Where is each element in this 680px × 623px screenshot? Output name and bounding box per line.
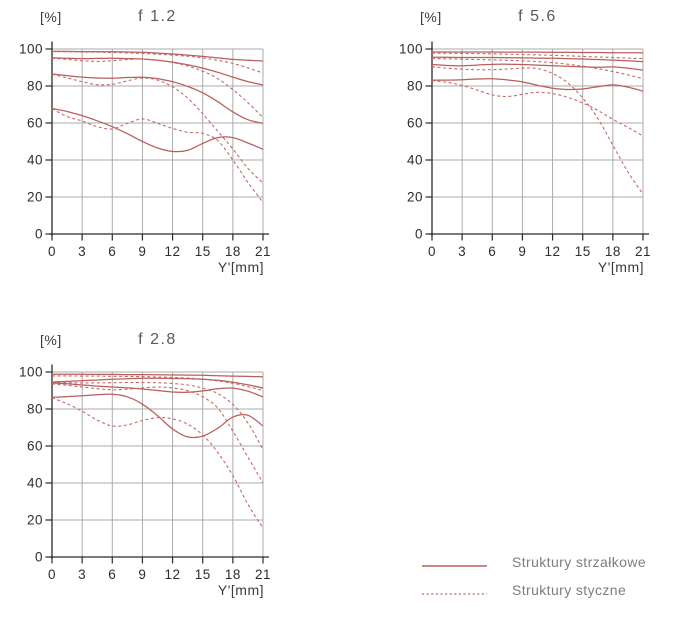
y-tick-label: 0 — [35, 550, 43, 565]
chart-f1-2: [%] f 1.2 0 20 40 60 80 100 0 3 6 9 12 15 18 21 Y'[mm… — [0, 0, 300, 300]
x-tick-label: 3 — [78, 567, 86, 582]
series-sagittal-4 — [432, 78, 644, 92]
x-tick-label: 0 — [48, 567, 56, 582]
legend-item-sagittal: Struktury strzałkowe — [398, 554, 680, 580]
y-tick-label: 40 — [27, 153, 43, 168]
series-sagittal-3 — [51, 73, 264, 125]
plot-canvas: 0 20 40 60 80 100 0 3 6 9 12 15 18 21 — [19, 41, 271, 259]
x-axis-label: Y'[mm] — [597, 259, 644, 275]
chart-f5-6: [%] f 5.6 0 20 40 60 80 100 0 3 6 9 12 15 18 21 Y'[mm… — [380, 0, 680, 300]
y-tick-label: 80 — [407, 79, 423, 94]
y-tick-label: 20 — [27, 190, 43, 205]
solid-line-sample — [422, 565, 487, 567]
series-sagittal-3 — [431, 63, 644, 71]
y-tick-label: 60 — [27, 439, 43, 454]
y-axis-unit-label: [%] — [40, 9, 62, 25]
y-tick-label: 20 — [407, 190, 423, 205]
x-tick-label: 6 — [108, 567, 116, 582]
series-tangential-1 — [51, 51, 264, 74]
series-tangential-4 — [431, 79, 644, 137]
y-tick-label: 60 — [27, 116, 43, 131]
series-tangential-2 — [51, 381, 264, 450]
x-tick-label: 9 — [138, 567, 146, 582]
y-tick-label: 60 — [407, 116, 423, 131]
plot-canvas: 0 20 40 60 80 100 0 3 6 9 12 15 18 21 — [399, 41, 651, 259]
series-tangential-4 — [51, 108, 264, 203]
x-tick-label: 12 — [165, 567, 181, 582]
legend-label-tangential: Struktury styczne — [512, 582, 627, 598]
legend: Struktury strzałkowe Struktury styczne — [398, 546, 680, 616]
chart-title: f 2.8 — [138, 331, 177, 348]
x-tick-label: 0 — [428, 244, 436, 259]
x-axis-label: Y'[mm] — [217, 582, 264, 598]
plot-canvas: 0 20 40 60 80 100 0 3 6 9 12 15 18 21 — [19, 364, 271, 582]
x-tick-label: 9 — [518, 244, 526, 259]
x-tick-label: 9 — [138, 244, 146, 259]
x-tick-label: 15 — [195, 567, 211, 582]
x-tick-label: 6 — [108, 244, 116, 259]
x-tick-label: 21 — [255, 244, 271, 259]
series-tangential-1 — [52, 375, 264, 392]
chart-title: f 5.6 — [518, 8, 557, 25]
x-tick-label: 18 — [225, 244, 241, 259]
x-tick-label: 18 — [605, 244, 621, 259]
y-axis-unit-label: [%] — [420, 9, 442, 25]
series-tangential-2 — [431, 57, 644, 80]
x-tick-label: 21 — [635, 244, 651, 259]
y-tick-label: 100 — [19, 365, 43, 380]
chart-f2-8: [%] f 2.8 0 20 40 60 80 100 0 3 6 9 12 15 18 21 Y'[mm… — [0, 323, 300, 623]
y-tick-label: 100 — [399, 42, 423, 57]
series-sagittal-2 — [51, 377, 264, 389]
x-tick-label: 21 — [255, 567, 271, 582]
x-tick-label: 6 — [488, 244, 496, 259]
series-sagittal-2 — [51, 57, 264, 86]
series-sagittal-1 — [52, 373, 264, 378]
x-tick-label: 3 — [78, 244, 86, 259]
y-tick-label: 40 — [407, 153, 423, 168]
y-tick-label: 80 — [27, 79, 43, 94]
series-sagittal-4 — [51, 393, 264, 439]
series-tangential-3 — [51, 383, 264, 484]
x-tick-label: 18 — [225, 567, 241, 582]
series-sagittal-1 — [431, 51, 643, 54]
series-tangential-2 — [51, 57, 264, 118]
series-sagittal-2 — [432, 56, 644, 63]
series-tangential-3 — [51, 73, 264, 184]
x-axis-label: Y'[mm] — [217, 259, 264, 275]
series-tangential-1 — [431, 52, 644, 60]
y-axis-unit-label: [%] — [40, 332, 62, 348]
series-tangential-3 — [431, 66, 644, 195]
x-tick-label: 15 — [195, 244, 211, 259]
y-tick-label: 0 — [35, 227, 43, 242]
chart-title: f 1.2 — [138, 8, 177, 25]
legend-label-sagittal: Struktury strzałkowe — [512, 554, 647, 570]
x-tick-label: 3 — [458, 244, 466, 259]
y-tick-label: 80 — [27, 402, 43, 417]
y-tick-label: 0 — [415, 227, 423, 242]
x-tick-label: 15 — [575, 244, 591, 259]
legend-item-tangential: Struktury styczne — [398, 582, 680, 608]
x-tick-label: 12 — [545, 244, 561, 259]
y-tick-label: 100 — [19, 42, 43, 57]
series-sagittal-1 — [52, 50, 264, 62]
dashed-line-sample — [422, 593, 487, 595]
y-tick-label: 40 — [27, 476, 43, 491]
y-tick-label: 20 — [27, 513, 43, 528]
series-tangential-4 — [51, 397, 264, 529]
x-tick-label: 12 — [165, 244, 181, 259]
x-tick-label: 0 — [48, 244, 56, 259]
series-sagittal-4 — [51, 107, 264, 153]
series-sagittal-3 — [51, 382, 264, 398]
